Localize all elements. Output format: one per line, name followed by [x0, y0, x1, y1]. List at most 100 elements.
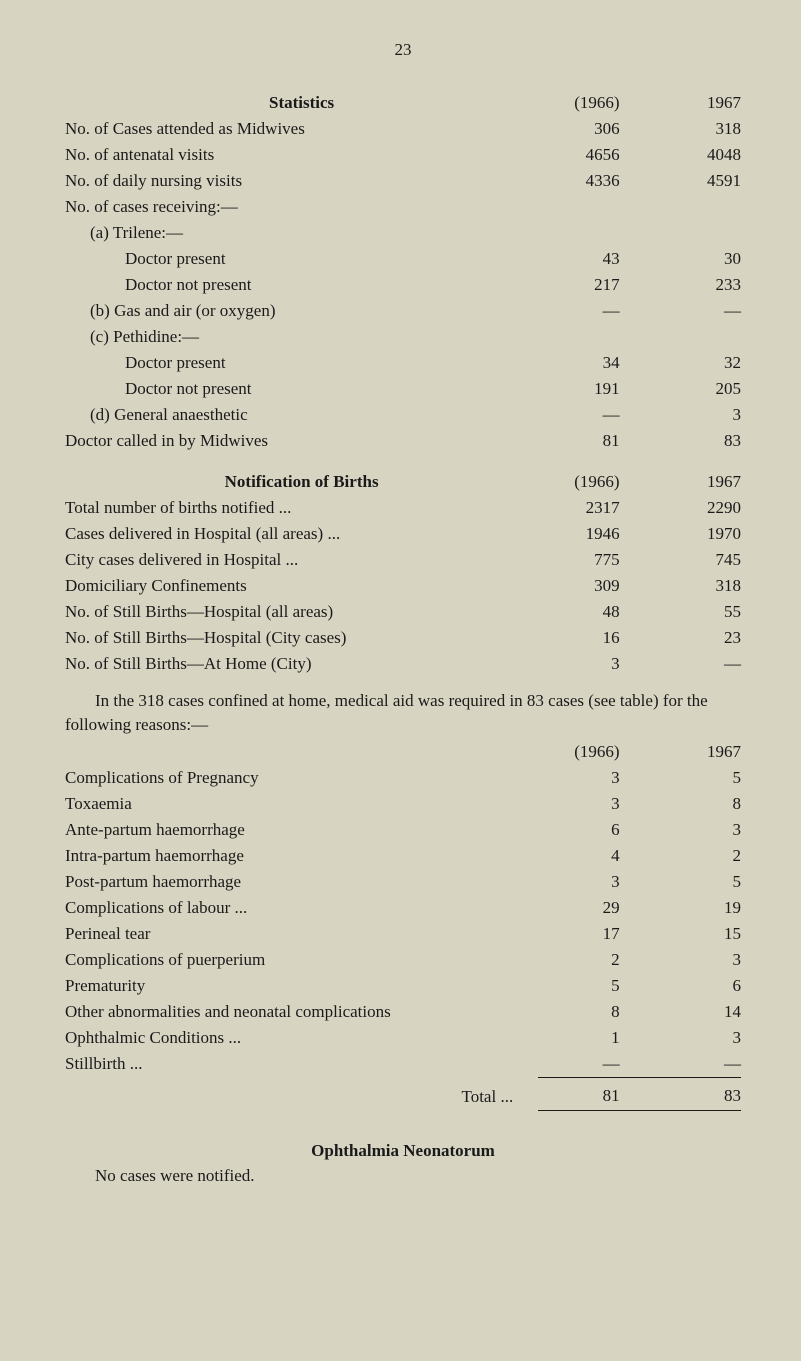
value-1966: 16: [538, 625, 639, 651]
value-1967: 3: [640, 817, 741, 843]
value-1967: 318: [640, 116, 741, 142]
value-1966: —: [538, 1051, 639, 1078]
value-1967: [640, 194, 741, 220]
table-row: Doctor present3432: [65, 350, 741, 376]
value-1966: [538, 220, 639, 246]
table-row: Complications of puerperium23: [65, 947, 741, 973]
row-label: No. of Still Births—Hospital (City cases…: [65, 625, 538, 651]
row-label: Ante-partum haemorrhage: [65, 817, 538, 843]
value-1966: 309: [538, 573, 639, 599]
value-1967: 55: [640, 599, 741, 625]
value-1966: 34: [538, 350, 639, 376]
table-row: Ante-partum haemorrhage63: [65, 817, 741, 843]
row-label: No. of daily nursing visits: [65, 168, 538, 194]
table-row: (d) General anaesthetic—3: [65, 402, 741, 428]
row-label: City cases delivered in Hospital ...: [65, 547, 538, 573]
row-label: No. of Still Births—At Home (City): [65, 651, 538, 677]
value-1966: 48: [538, 599, 639, 625]
value-1966: 775: [538, 547, 639, 573]
table-row: Domiciliary Confinements309318: [65, 573, 741, 599]
total-1967: 83: [640, 1077, 741, 1110]
row-label: No. of cases receiving:—: [65, 194, 538, 220]
table-row: Doctor not present191205: [65, 376, 741, 402]
value-1966: 1946: [538, 521, 639, 547]
table-row: No. of Still Births—Hospital (all areas)…: [65, 599, 741, 625]
value-1967: 3: [640, 947, 741, 973]
value-1967: 2: [640, 843, 741, 869]
value-1967: 6: [640, 973, 741, 999]
table-row: Complications of Pregnancy35: [65, 765, 741, 791]
paragraph-text: In the 318 cases confined at home, medic…: [65, 689, 741, 737]
value-1967: 19: [640, 895, 741, 921]
table-row: No. of Still Births—At Home (City)3—: [65, 651, 741, 677]
row-label: Complications of puerperium: [65, 947, 538, 973]
col-header-1967: 1967: [640, 90, 741, 116]
row-label: Intra-partum haemorrhage: [65, 843, 538, 869]
value-1967: 83: [640, 428, 741, 454]
value-1966: 217: [538, 272, 639, 298]
row-label: Doctor present: [65, 350, 538, 376]
value-1967: —: [640, 1051, 741, 1078]
value-1966: 306: [538, 116, 639, 142]
row-label: Prematurity: [65, 973, 538, 999]
table-row: Perineal tear1715: [65, 921, 741, 947]
row-label: Domiciliary Confinements: [65, 573, 538, 599]
table-header-row: Statistics (1966) 1967: [65, 90, 741, 116]
row-label: Complications of labour ...: [65, 895, 538, 921]
value-1967: 8: [640, 791, 741, 817]
table-row: No. of Still Births—Hospital (City cases…: [65, 625, 741, 651]
table-row: Intra-partum haemorrhage42: [65, 843, 741, 869]
section-title-notification: Notification of Births: [65, 472, 538, 492]
value-1966: 4: [538, 843, 639, 869]
value-1967: 5: [640, 765, 741, 791]
value-1967: 32: [640, 350, 741, 376]
row-label: Stillbirth ...: [65, 1051, 538, 1078]
value-1967: 745: [640, 547, 741, 573]
row-label: No. of Still Births—Hospital (all areas): [65, 599, 538, 625]
value-1967: 318: [640, 573, 741, 599]
table-header-row: Notification of Births (1966) 1967: [65, 469, 741, 495]
table-row: No. of antenatal visits46564048: [65, 142, 741, 168]
value-1967: —: [640, 298, 741, 324]
table-row: No. of daily nursing visits43364591: [65, 168, 741, 194]
value-1966: [538, 324, 639, 350]
value-1967: 14: [640, 999, 741, 1025]
value-1967: 5: [640, 869, 741, 895]
value-1966: 17: [538, 921, 639, 947]
row-label: Total number of births notified ...: [65, 495, 538, 521]
row-label: (c) Pethidine:—: [65, 324, 538, 350]
value-1966: 191: [538, 376, 639, 402]
row-label: No. of antenatal visits: [65, 142, 538, 168]
value-1966: 5: [538, 973, 639, 999]
value-1967: 3: [640, 1025, 741, 1051]
row-label: Ophthalmic Conditions ...: [65, 1025, 538, 1051]
value-1967: 1970: [640, 521, 741, 547]
total-label: Total ...: [65, 1077, 538, 1110]
table-row: Stillbirth ...——: [65, 1051, 741, 1078]
col-header-1967: 1967: [640, 739, 741, 765]
value-1966: 3: [538, 651, 639, 677]
page-number: 23: [65, 40, 741, 60]
value-1967: 23: [640, 625, 741, 651]
value-1966: 4656: [538, 142, 639, 168]
row-label: Perineal tear: [65, 921, 538, 947]
col-header-1966: (1966): [538, 469, 639, 495]
value-1966: 2317: [538, 495, 639, 521]
col-header-1966: (1966): [538, 739, 639, 765]
section-title-statistics: Statistics: [65, 93, 538, 113]
total-1966: 81: [538, 1077, 639, 1110]
value-1966: —: [538, 402, 639, 428]
value-1966: [538, 194, 639, 220]
table-row: Other abnormalities and neonatal complic…: [65, 999, 741, 1025]
row-label: Doctor present: [65, 246, 538, 272]
value-1967: 3: [640, 402, 741, 428]
table-row: Complications of labour ...2919: [65, 895, 741, 921]
statistics-table: Statistics (1966) 1967 No. of Cases atte…: [65, 90, 741, 454]
value-1967: [640, 220, 741, 246]
table-row: Doctor called in by Midwives8183: [65, 428, 741, 454]
value-1967: 4591: [640, 168, 741, 194]
table-row: (c) Pethidine:—: [65, 324, 741, 350]
value-1967: 205: [640, 376, 741, 402]
value-1967: 4048: [640, 142, 741, 168]
table-row: Ophthalmic Conditions ...13: [65, 1025, 741, 1051]
